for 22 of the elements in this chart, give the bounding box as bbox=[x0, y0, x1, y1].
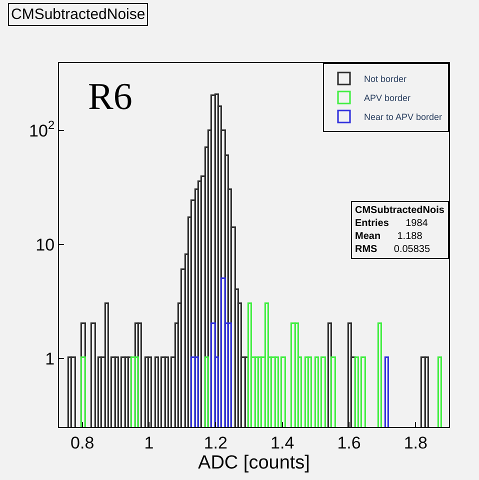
annotation: R6 bbox=[88, 76, 132, 118]
annotation: Entries bbox=[355, 218, 390, 229]
annotation: 0.05835 bbox=[394, 244, 430, 255]
legend-label: Not border bbox=[364, 74, 407, 84]
y-tick-label: 1 bbox=[45, 349, 55, 368]
annotation: Mean bbox=[355, 231, 381, 242]
x-tick-label: 1.6 bbox=[337, 433, 361, 452]
x-tick-label: 1.4 bbox=[270, 433, 294, 452]
annotation: RMS bbox=[355, 244, 378, 255]
y-tick-label: 10 bbox=[36, 235, 55, 254]
legend-label: Near to APV border bbox=[364, 112, 442, 122]
x-tick-label: 0.8 bbox=[70, 433, 94, 452]
annotation: CMSubtractedNois bbox=[355, 205, 445, 216]
x-tick-label: 1.2 bbox=[204, 433, 228, 452]
legend-label: APV border bbox=[364, 93, 411, 104]
annotation: 1.188 bbox=[397, 231, 422, 242]
chart-title: CMSubtractedNoise bbox=[11, 6, 146, 23]
x-tick-label: 1.8 bbox=[404, 433, 428, 452]
y-tick-label: 10$^{2}$ bbox=[29, 118, 55, 140]
x-axis-title: ADC [counts] bbox=[198, 452, 310, 474]
x-tick-label: 1 bbox=[144, 433, 154, 452]
annotation: 1984 bbox=[406, 218, 428, 229]
